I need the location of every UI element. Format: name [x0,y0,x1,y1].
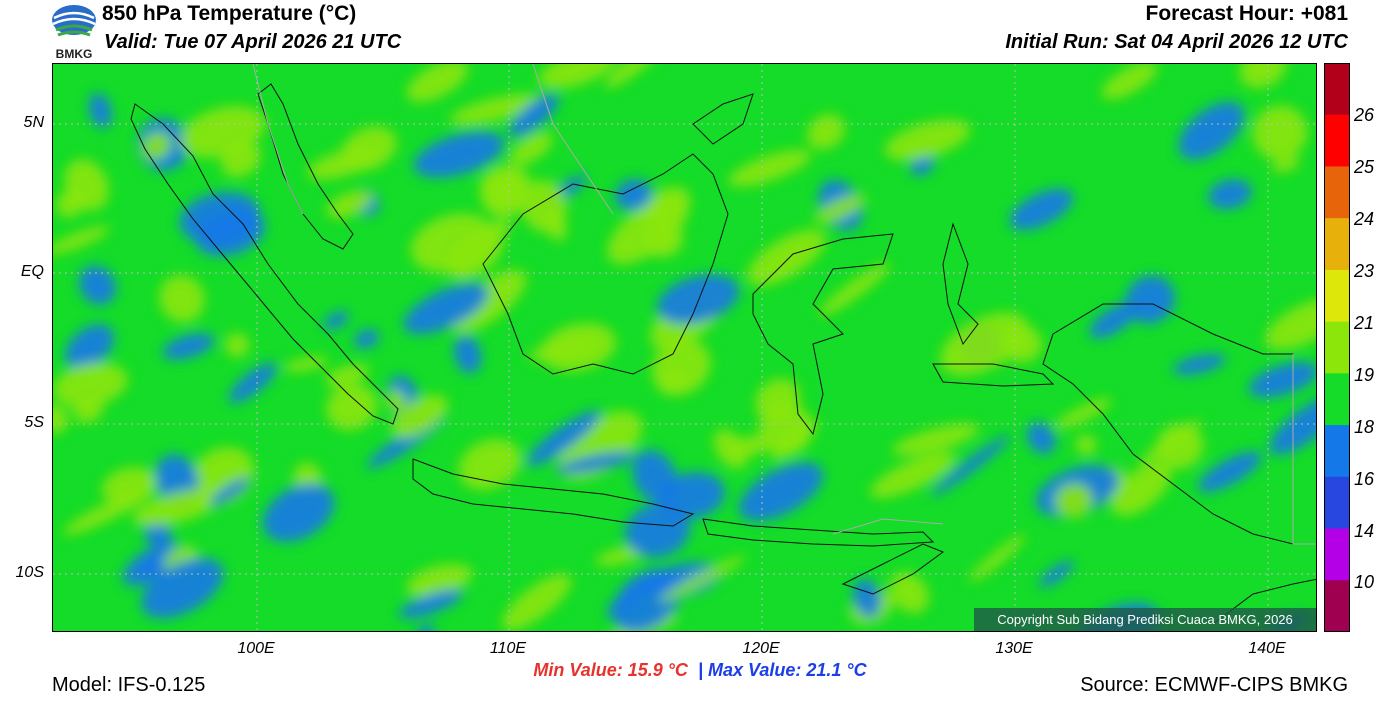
coastlines [130,83,1316,625]
colorbar-label-19: 19 [1354,365,1375,385]
colorbar-segment [1324,166,1350,219]
max-value: Max Value: 21.1 °C [708,660,867,680]
colorbar-segment [1324,425,1350,478]
colorbar-label-24: 24 [1354,209,1375,229]
valid-time: Valid: Tue 07 April 2026 21 UTC [104,31,402,53]
min-max-values: Min Value: 15.9 °C | Max Value: 21.1 °C [0,660,1400,681]
colorbar-label-26: 26 [1354,105,1375,125]
colorbar-segment [1324,476,1350,530]
lon-label-100e: 100E [237,640,275,657]
colorbar [1324,63,1350,633]
lat-label-eq: EQ [20,263,44,280]
forecast-hour: Forecast Hour: +081 [1145,2,1349,25]
min-value: Min Value: 15.9 °C [533,660,688,680]
colorbar-label-21: 21 [1354,313,1375,333]
colorbar-label-18: 18 [1354,417,1375,437]
initial-run: Initial Run: Sat 04 April 2026 12 UTC [1005,31,1348,53]
colorbar-segment [1324,114,1350,167]
colorbar-label-23: 23 [1354,261,1375,281]
colorbar-segment [1324,218,1350,271]
model-name: Model: IFS-0.125 [52,674,206,696]
colorbar-segment [1324,528,1350,581]
lon-label-110e: 110E [489,640,527,657]
borders [252,64,1316,545]
copyright-notice: Copyright Sub Bidang Prediksi Cuaca BMKG… [974,608,1316,631]
value-separator: | [697,660,703,680]
temperature-map [52,63,1317,632]
colorbar-label-14: 14 [1354,521,1375,541]
data-source: Source: ECMWF-CIPS BMKG [1080,674,1348,696]
colorbar-segment [1324,373,1350,426]
colorbar-label-25: 25 [1354,157,1375,177]
colorbar-segment [1324,269,1350,323]
lat-label-5s: 5S [24,414,44,431]
logo-text: BMKG [56,47,93,60]
temperature-field [53,64,1316,631]
lat-label-5n: 5N [23,114,44,131]
lon-label-140e: 140E [1248,640,1286,657]
lon-label-120e: 120E [742,640,780,657]
colorbar-segment [1324,321,1350,374]
lon-label-130e: 130E [995,640,1033,657]
lat-label-10s: 10S [15,564,44,581]
bmkg-logo: BMKG [50,2,98,61]
colorbar-label-16: 16 [1354,469,1375,489]
colorbar-label-10: 10 [1354,572,1375,592]
colorbar-segment [1324,580,1350,633]
map-title: 850 hPa Temperature (°C) [102,2,357,25]
colorbar-segment [1324,63,1350,116]
